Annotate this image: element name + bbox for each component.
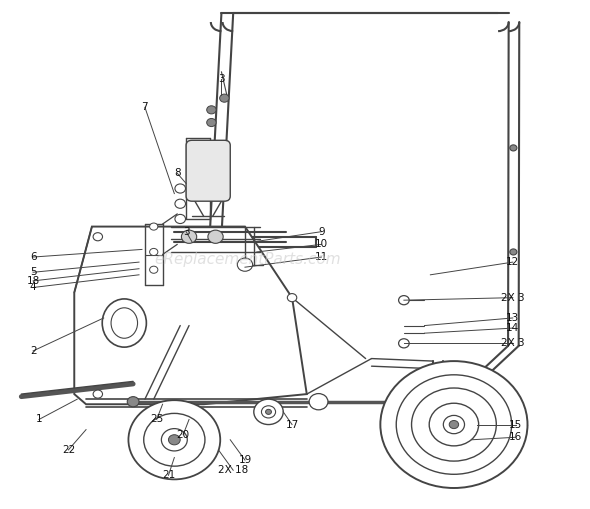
Circle shape <box>443 415 464 434</box>
Circle shape <box>381 361 527 488</box>
Circle shape <box>449 420 458 429</box>
Circle shape <box>175 214 185 223</box>
Text: 2X 3: 2X 3 <box>501 293 525 303</box>
Text: 5: 5 <box>30 267 37 277</box>
Text: 10: 10 <box>315 239 328 249</box>
Circle shape <box>254 399 283 425</box>
Circle shape <box>93 233 103 241</box>
Text: 11: 11 <box>315 252 328 262</box>
Text: 4: 4 <box>30 282 37 293</box>
Text: 15: 15 <box>509 419 522 430</box>
Polygon shape <box>74 227 307 404</box>
Text: 9: 9 <box>318 227 325 237</box>
Text: 7: 7 <box>142 102 148 112</box>
Ellipse shape <box>111 308 137 338</box>
Circle shape <box>427 397 439 407</box>
Circle shape <box>93 390 103 398</box>
Circle shape <box>429 403 478 446</box>
Circle shape <box>219 94 229 102</box>
Text: 2: 2 <box>30 346 37 356</box>
Circle shape <box>510 145 517 151</box>
Text: eReplacementParts.com: eReplacementParts.com <box>155 252 341 267</box>
Circle shape <box>399 296 409 305</box>
Text: 13: 13 <box>506 313 519 323</box>
Circle shape <box>399 339 409 348</box>
Circle shape <box>396 375 512 474</box>
Circle shape <box>206 106 216 114</box>
Ellipse shape <box>102 299 146 347</box>
Circle shape <box>150 248 158 256</box>
Text: 1: 1 <box>35 414 42 425</box>
Circle shape <box>127 397 139 407</box>
Circle shape <box>169 435 180 445</box>
Text: 2X 18: 2X 18 <box>218 465 248 475</box>
Circle shape <box>309 393 328 410</box>
Text: 18: 18 <box>27 276 40 286</box>
Text: 14: 14 <box>506 323 519 333</box>
Circle shape <box>266 409 271 414</box>
Circle shape <box>412 388 496 461</box>
Text: 12: 12 <box>506 257 519 267</box>
Text: 2X 3: 2X 3 <box>501 338 525 348</box>
Text: 25: 25 <box>150 414 163 425</box>
Text: 8: 8 <box>174 168 181 178</box>
Circle shape <box>129 400 220 479</box>
Circle shape <box>162 429 187 451</box>
Text: 16: 16 <box>509 432 522 442</box>
Text: 21: 21 <box>162 470 175 480</box>
Circle shape <box>510 249 517 255</box>
Circle shape <box>181 230 196 243</box>
Text: 22: 22 <box>62 445 75 455</box>
Circle shape <box>150 223 158 230</box>
Circle shape <box>175 184 185 193</box>
Circle shape <box>175 199 185 208</box>
Text: 19: 19 <box>238 455 251 465</box>
FancyBboxPatch shape <box>186 140 230 201</box>
Circle shape <box>144 413 205 466</box>
Text: 3: 3 <box>183 227 189 237</box>
Text: 6: 6 <box>30 252 37 262</box>
Circle shape <box>261 406 276 418</box>
Text: 3: 3 <box>218 74 225 84</box>
Text: 17: 17 <box>286 419 299 430</box>
Text: 20: 20 <box>176 430 190 440</box>
Circle shape <box>237 258 253 271</box>
Circle shape <box>287 294 297 302</box>
Circle shape <box>150 266 158 273</box>
Circle shape <box>206 119 216 127</box>
Circle shape <box>208 230 223 243</box>
